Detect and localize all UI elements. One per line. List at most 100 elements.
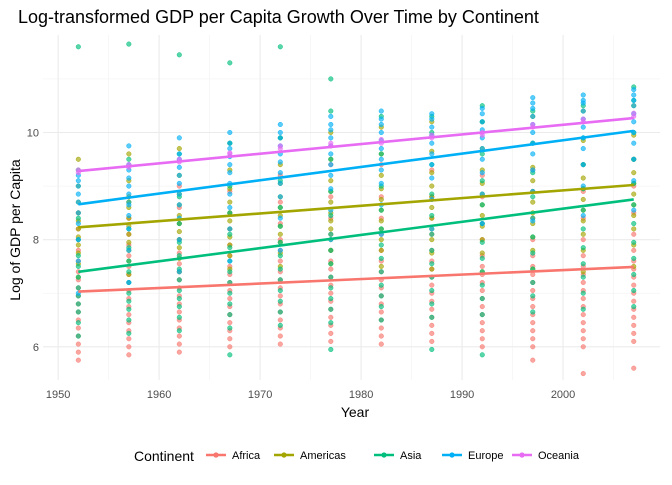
data-point-africa	[176, 349, 182, 355]
data-point-europe	[328, 151, 334, 157]
data-point-asia	[631, 221, 637, 227]
data-point-europe	[580, 124, 586, 130]
trend-line-asia	[78, 198, 634, 274]
data-point-americas	[328, 226, 334, 232]
data-point-asia	[429, 314, 435, 320]
y-axis-title: Log of GDP per Capita	[7, 159, 23, 301]
data-point-europe	[429, 162, 435, 168]
data-point-africa	[479, 263, 485, 269]
data-point-asia	[530, 293, 536, 299]
y-tick-label: 6	[33, 342, 39, 354]
data-point-asia	[580, 245, 586, 251]
data-point-americas	[429, 266, 435, 272]
data-point-asia	[631, 304, 637, 310]
data-point-europe	[429, 151, 435, 157]
data-point-asia	[378, 304, 384, 310]
data-point-europe	[429, 111, 435, 117]
data-point-europe	[429, 124, 435, 130]
x-tick-label: 2000	[551, 389, 575, 401]
trend-line-americas	[78, 183, 634, 229]
data-point-africa	[126, 312, 132, 318]
x-tick-label: 1980	[349, 389, 373, 401]
data-point-africa	[631, 314, 637, 320]
data-point-europe	[277, 247, 283, 253]
data-point-europe	[479, 105, 485, 111]
data-point-americas	[429, 183, 435, 189]
data-point-oceania	[580, 116, 586, 122]
data-point-europe	[227, 226, 233, 232]
data-point-asia	[479, 178, 485, 184]
data-point-africa	[429, 306, 435, 312]
data-point-asia	[75, 333, 81, 339]
data-point-europe	[530, 129, 536, 136]
data-point-americas	[75, 242, 81, 248]
data-point-europe	[176, 180, 182, 186]
data-point-asia	[328, 274, 334, 280]
trend-line-africa	[78, 265, 634, 293]
data-point-asia	[176, 221, 182, 227]
data-point-asia	[378, 269, 384, 275]
data-point-europe	[126, 226, 132, 232]
data-point-africa	[126, 344, 132, 350]
data-point-asia	[126, 269, 132, 275]
data-point-europe	[429, 226, 435, 232]
data-point-americas	[631, 226, 637, 232]
data-point-oceania	[227, 150, 233, 156]
data-point-africa	[631, 298, 637, 304]
data-point-americas	[580, 231, 586, 237]
data-point-africa	[530, 328, 536, 334]
data-point-asia	[176, 314, 182, 320]
data-point-europe	[176, 237, 182, 243]
data-point-africa	[277, 333, 283, 339]
data-point-americas	[176, 146, 182, 152]
data-point-europe	[176, 202, 182, 208]
data-point-europe	[227, 258, 233, 264]
data-point-europe	[277, 159, 283, 165]
data-point-asia	[227, 245, 233, 251]
data-point-europe	[631, 207, 637, 213]
data-point-asia	[277, 44, 283, 50]
data-point-americas	[580, 218, 586, 224]
data-point-asia	[176, 328, 182, 334]
data-point-asia	[277, 322, 283, 328]
data-point-europe	[227, 146, 233, 152]
data-point-europe	[75, 191, 81, 197]
data-point-europe	[378, 108, 384, 114]
data-point-asia	[378, 207, 384, 213]
data-point-africa	[429, 282, 435, 288]
data-point-europe	[479, 156, 485, 162]
data-point-europe	[530, 105, 536, 111]
data-point-europe	[631, 119, 637, 125]
data-point-asia	[277, 266, 283, 272]
data-point-asia	[479, 202, 485, 208]
data-point-europe	[75, 210, 81, 216]
legend-title: Continent	[134, 448, 194, 464]
data-point-europe	[227, 162, 233, 168]
data-point-asia	[176, 296, 182, 302]
data-point-africa	[328, 338, 334, 344]
data-point-africa	[530, 357, 536, 363]
data-point-asia	[227, 312, 233, 318]
data-point-europe	[176, 191, 182, 197]
trend-lines	[78, 116, 634, 293]
data-point-europe	[75, 178, 81, 184]
trend-line-europe	[78, 129, 634, 206]
legend-item-oceania: Oceania	[512, 450, 580, 462]
data-point-europe	[479, 119, 485, 125]
data-point-asia	[328, 212, 334, 219]
data-point-asia	[530, 234, 536, 240]
data-point-europe	[126, 191, 132, 197]
data-point-americas	[227, 218, 233, 224]
grid	[43, 35, 660, 380]
data-point-europe	[126, 175, 132, 181]
data-point-asia	[328, 108, 334, 114]
data-point-americas	[429, 237, 435, 243]
data-point-africa	[429, 330, 435, 336]
data-point-africa	[227, 296, 233, 302]
data-point-asia	[378, 255, 384, 261]
legend-key-point	[381, 452, 387, 458]
data-point-africa	[176, 261, 182, 267]
legend-item-americas: Americas	[274, 450, 346, 462]
data-point-asia	[631, 287, 637, 294]
